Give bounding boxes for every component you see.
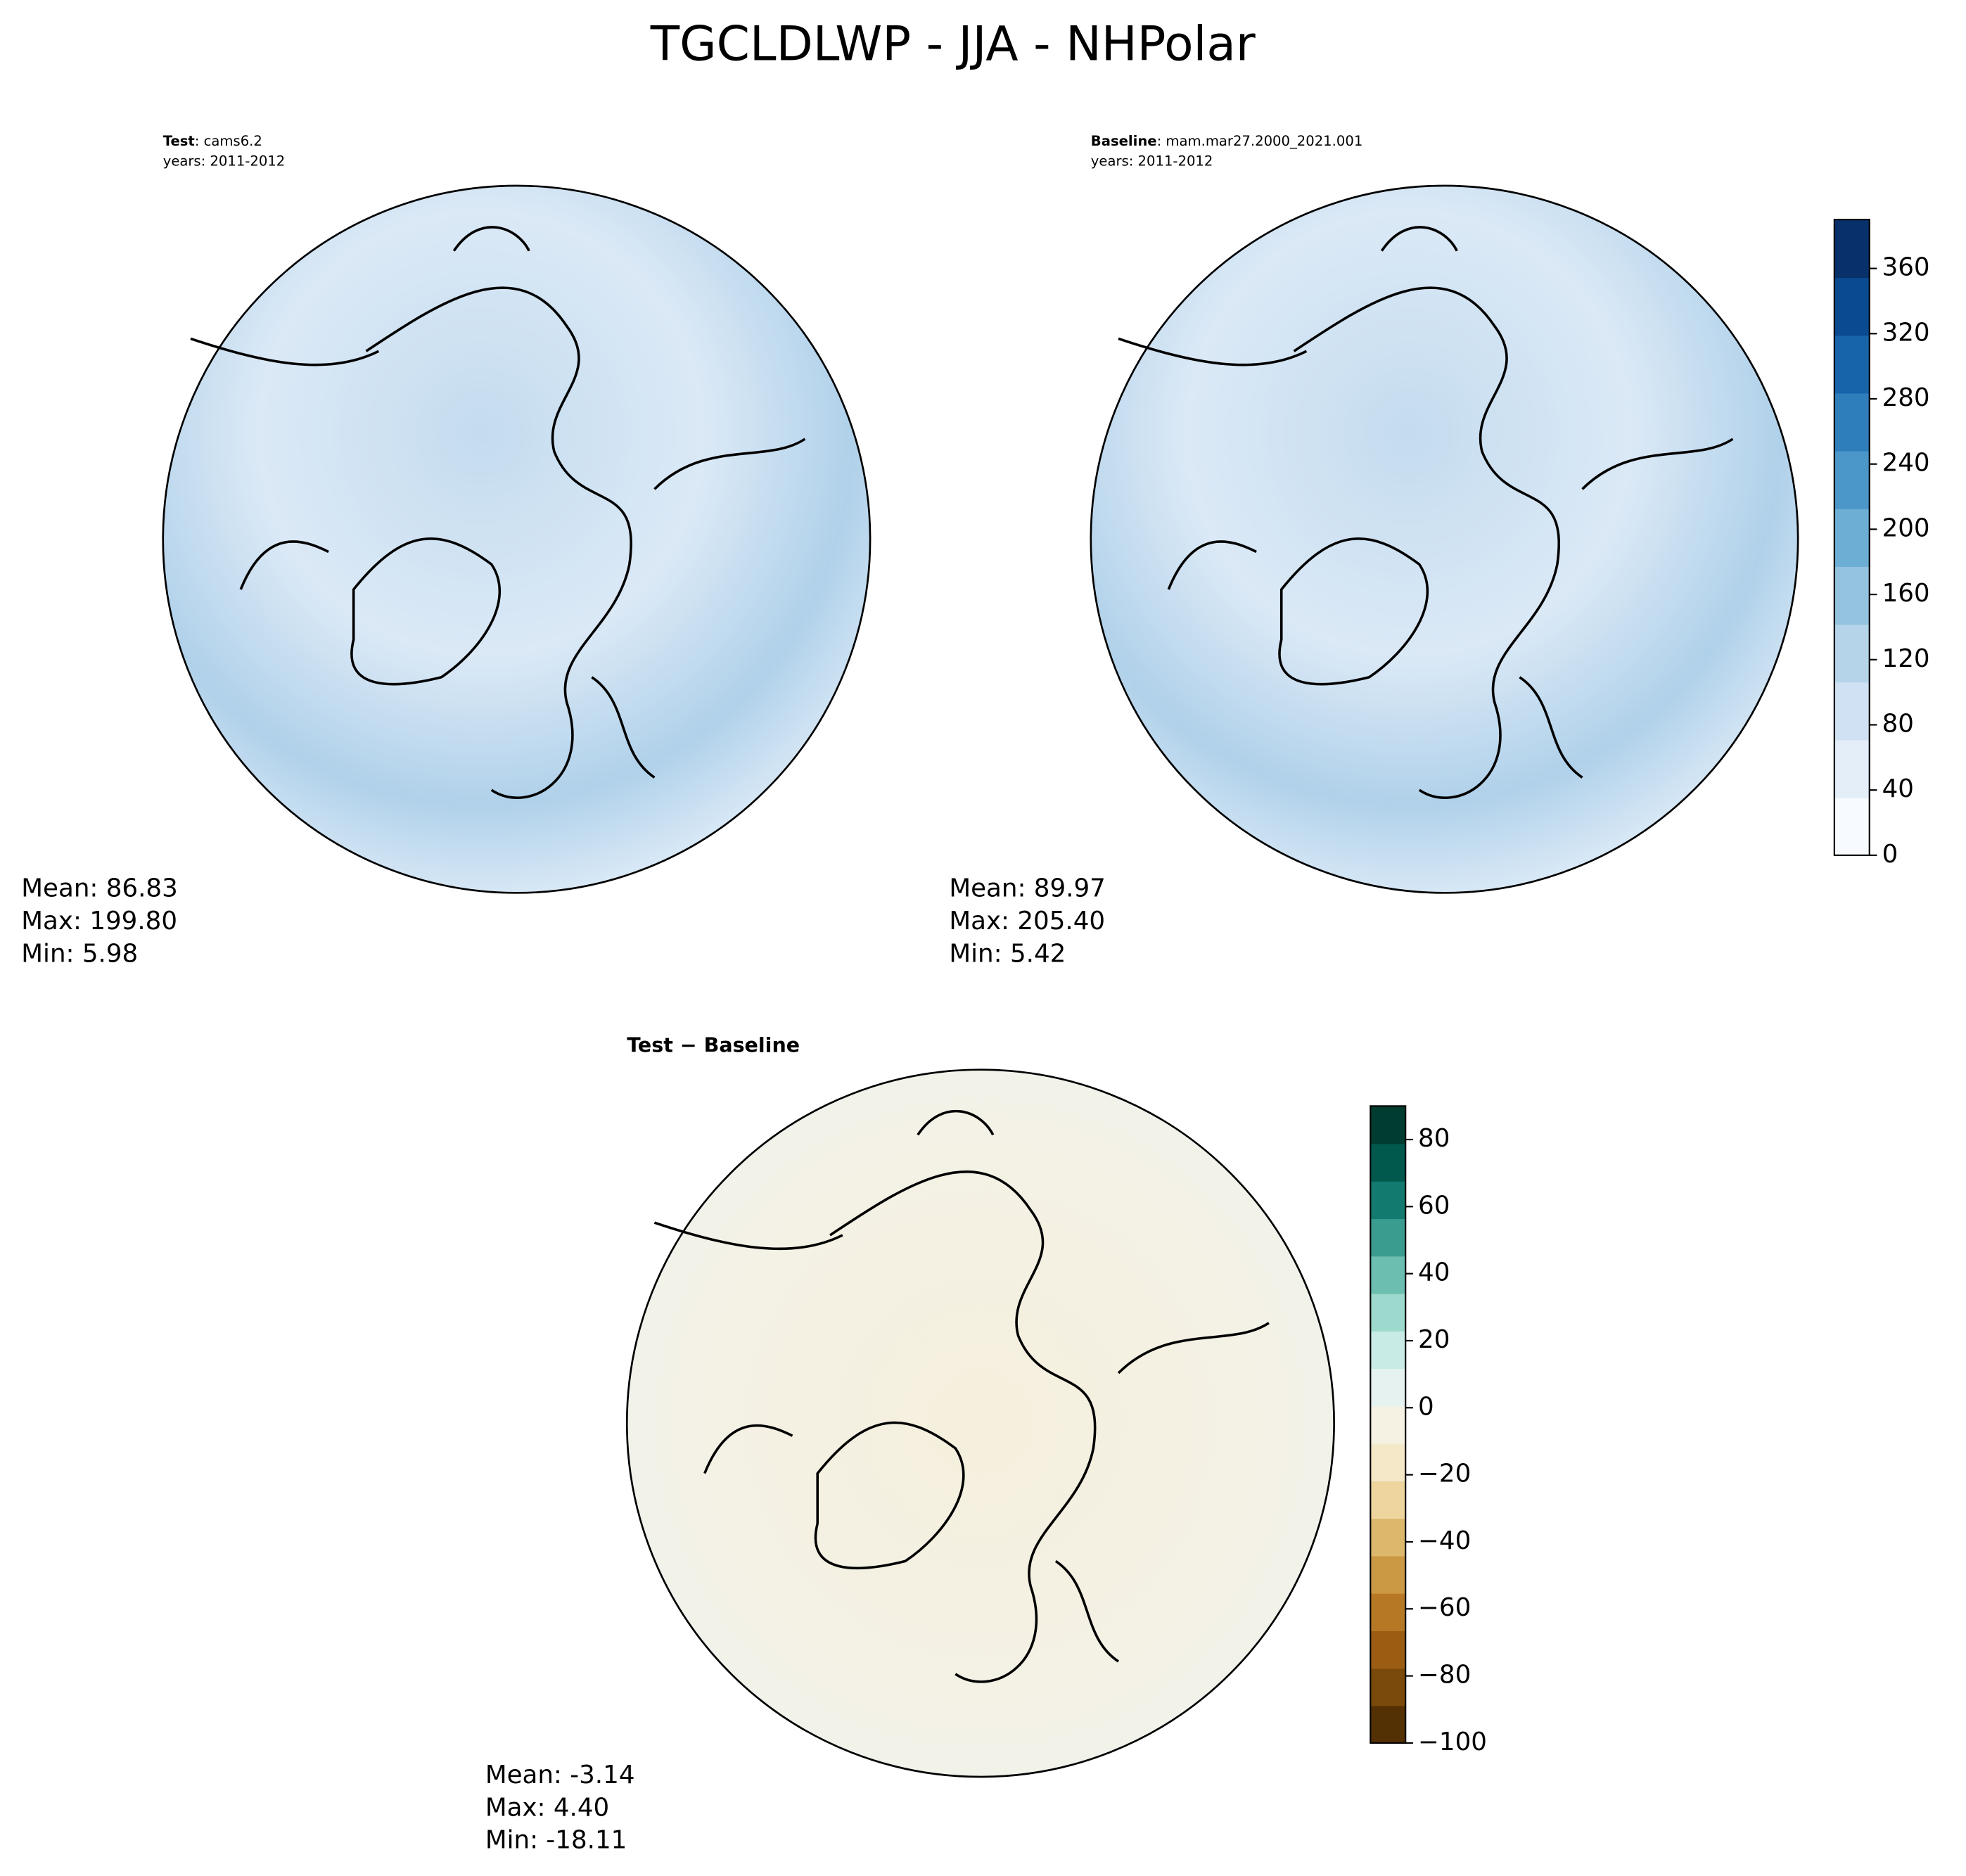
map: [625, 1068, 1335, 1778]
colorbar-tick-label: 80: [1418, 1124, 1450, 1153]
stat: Mean: 89.97: [949, 874, 1105, 903]
colorbar-band: [1834, 624, 1870, 683]
colorbar-band: [1834, 566, 1870, 625]
label-bold: Test: [163, 133, 195, 149]
stat: Min: 5.42: [949, 939, 1066, 968]
stat: Max: 199.80: [21, 907, 177, 936]
colorbar-frame: [1370, 1105, 1407, 1744]
colorbar-band: [1370, 1518, 1406, 1557]
stat: Mean: 86.83: [21, 874, 177, 903]
stat: Min: -18.11: [485, 1826, 627, 1855]
colorbar-band: [1370, 1555, 1406, 1594]
stat: Min: 5.98: [21, 939, 138, 968]
colorbar-band: [1370, 1405, 1406, 1444]
colorbar-band: [1370, 1180, 1406, 1220]
colorbar-band: [1370, 1330, 1406, 1370]
panel: Test: cams6.2 years: 2011-2012 Mean: 86.…: [21, 133, 872, 968]
colorbar-band: [1834, 797, 1870, 856]
label-bold: Baseline: [1091, 133, 1157, 149]
colorbar-tick-label: 160: [1882, 579, 1930, 608]
colorbar-tick-label: −60: [1418, 1593, 1471, 1622]
colorbar-tick-label: −20: [1418, 1460, 1471, 1488]
colorbar-band: [1370, 1218, 1406, 1257]
label-text: : cams6.2: [195, 133, 262, 149]
panel-label: Test: cams6.2: [163, 133, 262, 149]
colorbar-tick-label: 200: [1882, 513, 1930, 542]
colorbar-tick-label: 20: [1418, 1325, 1450, 1354]
figure-title: TGCLDLWP - JJA - NHPolar: [650, 16, 1256, 72]
panel: Baseline: mam.mar27.2000_2021.001 years:…: [949, 133, 1799, 968]
colorbar-band: [1834, 450, 1870, 509]
colorbar-tick-label: 120: [1882, 644, 1930, 673]
colorbar-band: [1370, 1368, 1406, 1407]
colorbar-band: [1370, 1443, 1406, 1481]
colorbar-tick-label: −80: [1418, 1661, 1471, 1690]
stat: Max: 205.40: [949, 907, 1105, 936]
panel: Test − Baseline Mean: -3.14 Max: 4.40 Mi…: [485, 1034, 1335, 1855]
panel-years: years: 2011-2012: [1091, 153, 1213, 169]
panel-label: Baseline: mam.mar27.2000_2021.001: [1091, 133, 1362, 149]
colorbar-tick-label: 0: [1882, 840, 1898, 869]
colorbar-band: [1370, 1293, 1406, 1332]
colorbar-tick-label: 80: [1882, 709, 1914, 738]
colorbar-band: [1834, 277, 1870, 336]
colorbar-band: [1834, 682, 1870, 741]
colorbar-band: [1834, 393, 1870, 452]
colorbar-tick-label: 60: [1418, 1191, 1450, 1220]
colorbar-tick-label: −100: [1418, 1728, 1487, 1756]
colorbar-band: [1370, 1705, 1406, 1744]
colorbar-tick-label: −40: [1418, 1526, 1471, 1555]
colorbar-band: [1370, 1143, 1406, 1182]
stat: Mean: -3.14: [485, 1761, 635, 1789]
panel-years: years: 2011-2012: [163, 153, 286, 169]
colorbar-tick-label: 320: [1882, 318, 1930, 347]
colorbar-tick-label: 0: [1418, 1392, 1434, 1421]
colorbar-tick-label: 280: [1882, 383, 1930, 412]
colorbar-band: [1370, 1481, 1406, 1519]
map: [1090, 184, 1799, 894]
colorbar-band: [1370, 1668, 1406, 1706]
colorbar-tick-label: 40: [1418, 1258, 1450, 1287]
colorbar-band: [1834, 219, 1870, 279]
stat: Max: 4.40: [485, 1793, 609, 1822]
colorbar-band: [1834, 335, 1870, 394]
colorbar-band: [1370, 1106, 1406, 1144]
colorbar-band: [1834, 739, 1870, 798]
colorbar-band: [1370, 1631, 1406, 1669]
colorbar-tick-label: 240: [1882, 449, 1930, 478]
map: [162, 184, 872, 894]
panel-label: Test − Baseline: [627, 1034, 800, 1057]
colorbar-band: [1370, 1593, 1406, 1631]
colorbar-tick-label: 40: [1882, 774, 1914, 803]
colorbar-band: [1834, 508, 1870, 567]
colorbar-frame: [1833, 219, 1870, 856]
colorbar-tick-label: 360: [1882, 253, 1930, 282]
colorbar-band: [1370, 1256, 1406, 1294]
label-text: : mam.mar27.2000_2021.001: [1157, 133, 1363, 149]
